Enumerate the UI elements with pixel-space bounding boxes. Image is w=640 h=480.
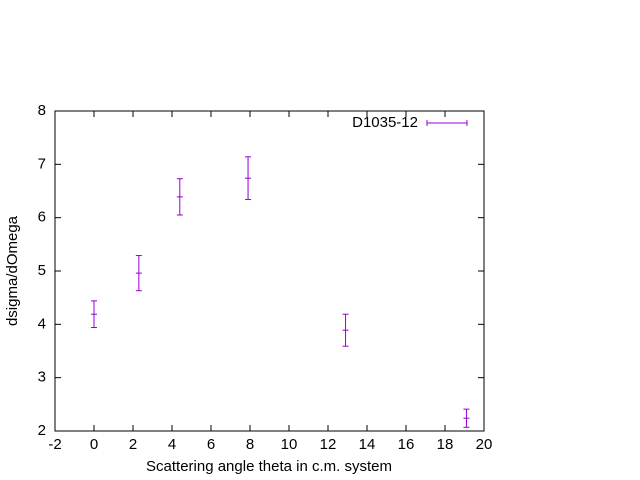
x-tick-label: 20 [476, 436, 493, 453]
x-tick-label: -2 [48, 436, 61, 453]
x-tick-label: 18 [437, 436, 454, 453]
legend-label: D1035-12 [352, 114, 418, 131]
x-tick-label: 12 [320, 436, 337, 453]
plot-frame [54, 110, 485, 432]
x-tick-label: 8 [246, 436, 254, 453]
x-tick-label: 14 [359, 436, 376, 453]
x-tick-label: 10 [281, 436, 298, 453]
error-bar [463, 408, 470, 428]
error-bar [135, 255, 142, 292]
x-tick-label: 16 [398, 436, 415, 453]
error-bar [342, 313, 349, 347]
x-tick-label: 6 [207, 436, 215, 453]
y-tick-label: 8 [38, 102, 46, 119]
x-tick-label: 4 [168, 436, 176, 453]
y-tick-label: 6 [38, 209, 46, 226]
error-bar [91, 300, 97, 329]
x-axis-label: Scattering angle theta in c.m. system [146, 458, 392, 475]
y-tick-label: 2 [38, 422, 46, 439]
y-tick-label: 4 [38, 315, 46, 332]
y-tick-label: 7 [38, 155, 46, 172]
y-tick-label: 5 [38, 262, 46, 279]
y-tick-label: 3 [38, 369, 46, 386]
error-bar [176, 178, 183, 216]
error-bar [245, 156, 252, 201]
x-tick-label: 0 [90, 436, 98, 453]
y-axis-label: dsigma/dOmega [4, 215, 21, 326]
x-tick-label: 2 [129, 436, 137, 453]
